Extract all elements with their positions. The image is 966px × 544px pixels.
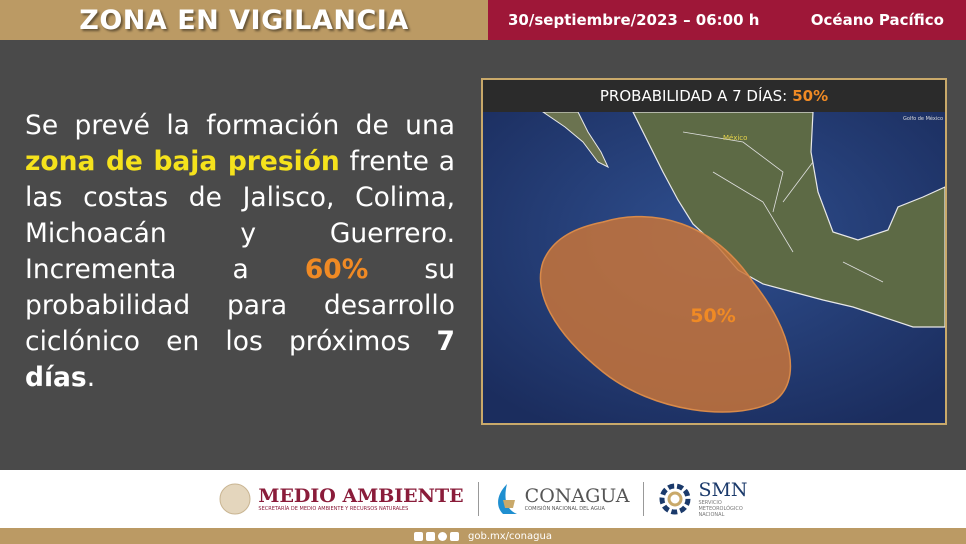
medio-ambiente-logo: MEDIO AMBIENTE SECRETARÍA DE MEDIO AMBIEN… xyxy=(218,482,464,516)
forecast-text: Se prevé la formación de una zona de baj… xyxy=(25,108,455,396)
twitter-icon[interactable] xyxy=(426,531,436,541)
header-title-bar: ZONA EN VIGILANCIA xyxy=(0,0,488,40)
smn-sub: SERVICIO METEOROLÓGICO NACIONAL xyxy=(698,500,743,518)
forecast-map: PROBABILIDAD A 7 DÍAS: 50% México Golfo d… xyxy=(481,78,947,425)
text-part: Se prevé la formación de una xyxy=(25,110,455,141)
text-part: su probabilidad para desarrollo ciclónic… xyxy=(25,254,455,357)
map-label-mexico: México xyxy=(723,134,747,142)
ocean-label: Océano Pacífico xyxy=(810,11,944,29)
datetime: 30/septiembre/2023 – 06:00 h xyxy=(508,11,760,29)
footer-logos: MEDIO AMBIENTE SECRETARÍA DE MEDIO AMBIEN… xyxy=(0,470,966,528)
conagua-logo: CONAGUA COMISIÓN NACIONAL DEL AGUA xyxy=(493,482,630,516)
smn-title: SMN xyxy=(698,479,748,501)
website-link[interactable]: gob.mx/conagua xyxy=(468,530,552,542)
highlight-low-pressure: zona de baja presión xyxy=(25,146,340,177)
facebook-icon[interactable] xyxy=(414,531,424,541)
divider xyxy=(643,482,645,516)
page-title: ZONA EN VIGILANCIA xyxy=(79,4,409,36)
highlight-days: 7 días xyxy=(25,326,455,393)
map-title-text: PROBABILIDAD A 7 DÍAS: xyxy=(599,87,788,105)
social-bar: gob.mx/conagua xyxy=(0,528,966,544)
smn-logo: SMN SERVICIO METEOROLÓGICO NACIONAL xyxy=(658,479,748,518)
watch-zone xyxy=(539,215,792,413)
smn-swirl-icon xyxy=(659,483,691,515)
zone-percent-label: 50% xyxy=(690,305,735,327)
header-info-bar: 30/septiembre/2023 – 06:00 h Océano Pací… xyxy=(488,0,966,40)
coat-of-arms-icon xyxy=(219,483,251,515)
highlight-percent: 60% xyxy=(304,254,369,285)
divider xyxy=(477,482,479,516)
conagua-title: CONAGUA xyxy=(524,485,630,507)
medio-ambiente-sub: SECRETARÍA DE MEDIO AMBIENTE Y RECURSOS … xyxy=(258,506,409,512)
map-graphic: México Golfo de México 50% xyxy=(483,112,945,423)
map-title-value: 50% xyxy=(792,87,829,105)
text-part: frente a las costas de Jalisco, Colima, … xyxy=(25,146,455,285)
conagua-wave-icon xyxy=(497,484,517,514)
instagram-icon[interactable] xyxy=(438,531,448,541)
text-part: . xyxy=(86,362,96,393)
map-label-gulf: Golfo de México xyxy=(903,115,943,122)
mexico-mainland xyxy=(632,112,945,328)
medio-ambiente-title: MEDIO AMBIENTE xyxy=(258,485,464,507)
conagua-sub: COMISIÓN NACIONAL DEL AGUA xyxy=(524,506,605,512)
map-title: PROBABILIDAD A 7 DÍAS: 50% xyxy=(483,80,945,112)
youtube-icon[interactable] xyxy=(450,531,460,541)
baja-california xyxy=(542,112,610,169)
